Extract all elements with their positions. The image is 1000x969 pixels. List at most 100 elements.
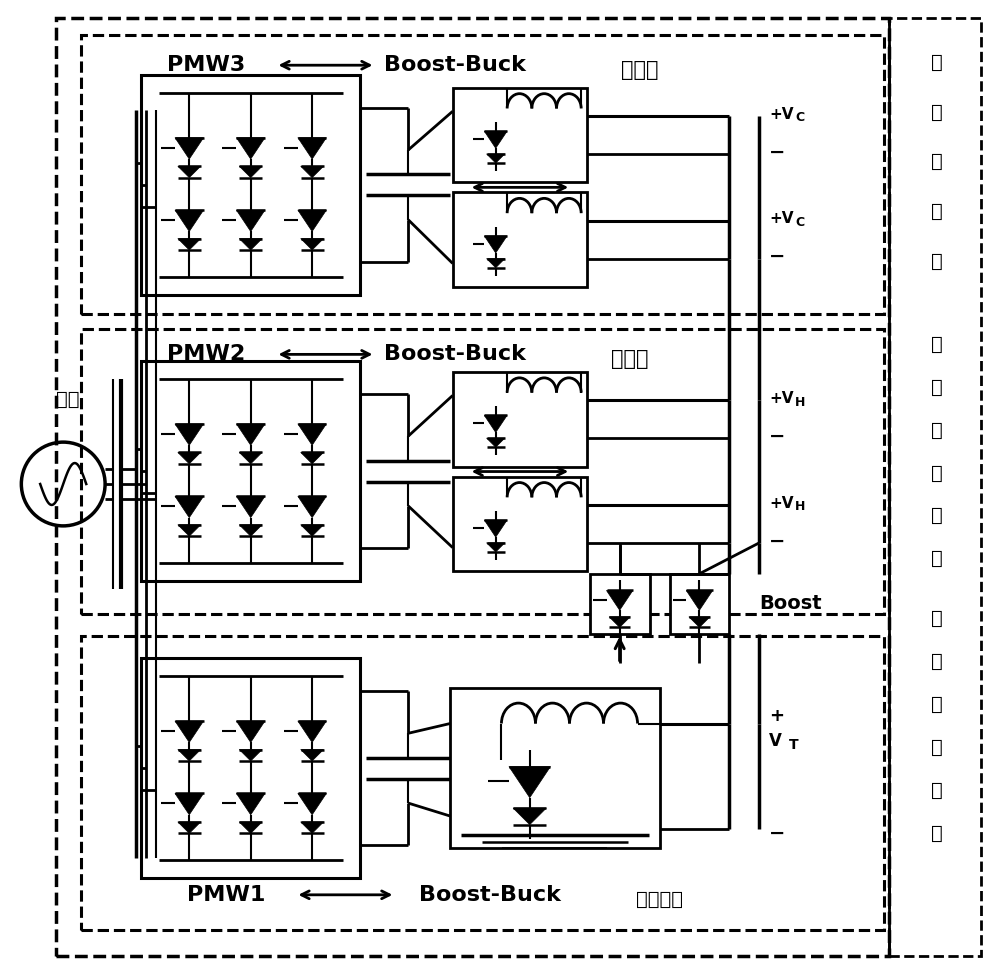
Polygon shape (175, 423, 204, 446)
Polygon shape (175, 138, 204, 159)
Bar (453, 372, 587, 466)
Text: 系: 系 (931, 203, 943, 221)
Text: Boost-Buck: Boost-Buck (384, 344, 526, 364)
Text: PMW3: PMW3 (167, 55, 245, 76)
Polygon shape (301, 750, 324, 761)
Polygon shape (487, 154, 505, 163)
Text: 级: 级 (931, 652, 943, 671)
Bar (889, 18, 981, 955)
Text: 电: 电 (931, 103, 943, 121)
Text: 桩: 桩 (931, 152, 943, 172)
Bar (141, 361, 360, 580)
Polygon shape (236, 138, 265, 159)
Polygon shape (236, 496, 265, 517)
Polygon shape (298, 496, 326, 517)
Text: Boost-Buck: Boost-Buck (419, 885, 561, 905)
Polygon shape (236, 794, 265, 815)
Polygon shape (689, 617, 710, 627)
Polygon shape (301, 167, 324, 177)
Text: 换: 换 (931, 463, 943, 483)
Polygon shape (298, 794, 326, 815)
Text: 电: 电 (931, 335, 943, 354)
Polygon shape (178, 238, 201, 250)
Text: 储: 储 (931, 695, 943, 714)
Polygon shape (175, 794, 204, 815)
Polygon shape (239, 822, 262, 833)
Polygon shape (484, 416, 507, 432)
Polygon shape (178, 453, 201, 464)
Polygon shape (298, 423, 326, 446)
Text: T: T (789, 738, 799, 753)
Bar (81, 636, 884, 929)
Text: 池: 池 (931, 378, 943, 396)
Polygon shape (686, 590, 713, 610)
Text: 更: 更 (931, 421, 943, 440)
Text: 梯: 梯 (931, 610, 943, 628)
Polygon shape (239, 525, 262, 536)
Polygon shape (236, 721, 265, 742)
Bar (56, 18, 889, 955)
Text: −: − (769, 142, 786, 162)
Text: 统: 统 (931, 549, 943, 568)
Bar (450, 688, 660, 848)
Text: +V: +V (769, 107, 794, 122)
Text: 统: 统 (931, 252, 943, 271)
Polygon shape (301, 453, 324, 464)
Polygon shape (178, 525, 201, 536)
Polygon shape (484, 520, 507, 537)
Bar (670, 574, 729, 634)
Polygon shape (301, 238, 324, 250)
Polygon shape (239, 238, 262, 250)
Text: H: H (795, 500, 806, 514)
Text: −: − (769, 825, 786, 843)
Polygon shape (487, 438, 505, 448)
Polygon shape (607, 590, 633, 610)
Polygon shape (487, 543, 505, 552)
Bar (141, 76, 360, 295)
Polygon shape (298, 210, 326, 232)
Text: PMW1: PMW1 (187, 885, 265, 905)
Polygon shape (301, 822, 324, 833)
Polygon shape (298, 721, 326, 742)
Polygon shape (175, 210, 204, 232)
Text: H: H (795, 395, 806, 409)
Text: +V: +V (769, 495, 794, 511)
Text: +V: +V (769, 391, 794, 406)
Text: 换电站: 换电站 (611, 350, 648, 369)
Text: 充电站: 充电站 (621, 60, 658, 80)
Polygon shape (298, 138, 326, 159)
Polygon shape (239, 750, 262, 761)
Bar (590, 574, 650, 634)
Polygon shape (484, 235, 507, 253)
Text: C: C (795, 111, 804, 124)
Polygon shape (509, 766, 550, 797)
Text: −: − (769, 247, 786, 266)
Polygon shape (239, 167, 262, 177)
Text: 能: 能 (931, 737, 943, 757)
Polygon shape (484, 131, 507, 148)
Bar (141, 659, 360, 878)
Polygon shape (239, 453, 262, 464)
Polygon shape (175, 496, 204, 517)
Bar (81, 329, 884, 613)
Text: +V: +V (769, 211, 794, 227)
Text: 系: 系 (931, 781, 943, 799)
Polygon shape (178, 167, 201, 177)
Bar (81, 35, 884, 315)
Polygon shape (609, 617, 630, 627)
Bar (453, 87, 587, 182)
Polygon shape (236, 423, 265, 446)
Text: Boost: Boost (759, 594, 822, 613)
Polygon shape (178, 750, 201, 761)
Bar (453, 477, 587, 572)
Text: 系: 系 (931, 507, 943, 525)
Polygon shape (178, 822, 201, 833)
Text: 电网: 电网 (56, 390, 80, 409)
Polygon shape (301, 525, 324, 536)
Text: 统: 统 (931, 824, 943, 842)
Polygon shape (175, 721, 204, 742)
Text: V: V (769, 733, 782, 750)
Text: 梯级电站: 梯级电站 (636, 891, 683, 909)
Text: C: C (795, 216, 804, 229)
Polygon shape (513, 808, 546, 825)
